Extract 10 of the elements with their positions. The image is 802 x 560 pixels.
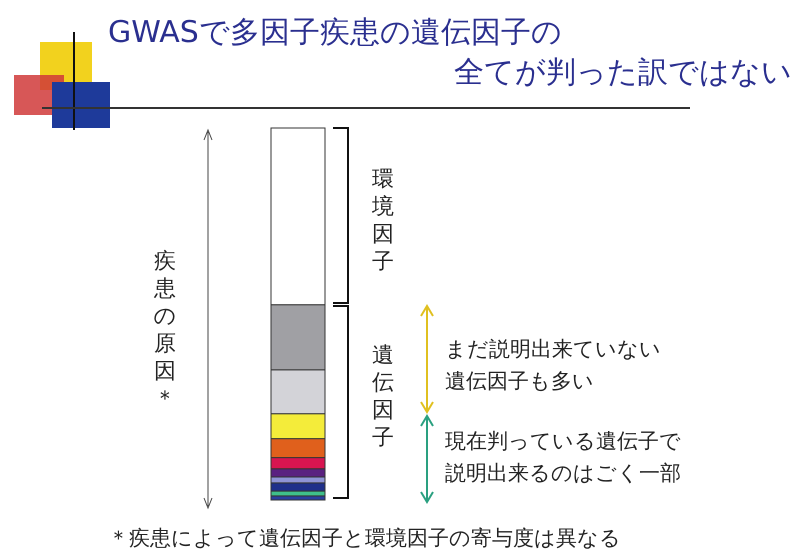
text: 説明出来るのはごく一部 <box>445 461 681 485</box>
text: 環境因子 <box>371 167 394 274</box>
text: 遺伝因子も多い <box>445 369 594 393</box>
text: ＊疾患によって遺伝因子と環境因子の寄与度は異なる <box>108 526 621 550</box>
text: 全てが判った訳ではない <box>454 55 792 90</box>
text: 現在判っている遺伝子で <box>445 429 681 453</box>
text: 遺伝因子 <box>372 343 394 450</box>
text: 疾患の原因＊ <box>153 249 176 412</box>
chart-title: GWASで多因子疾患の遺伝因子の <box>108 15 562 50</box>
text: まだ説明出来ていない <box>445 337 661 361</box>
